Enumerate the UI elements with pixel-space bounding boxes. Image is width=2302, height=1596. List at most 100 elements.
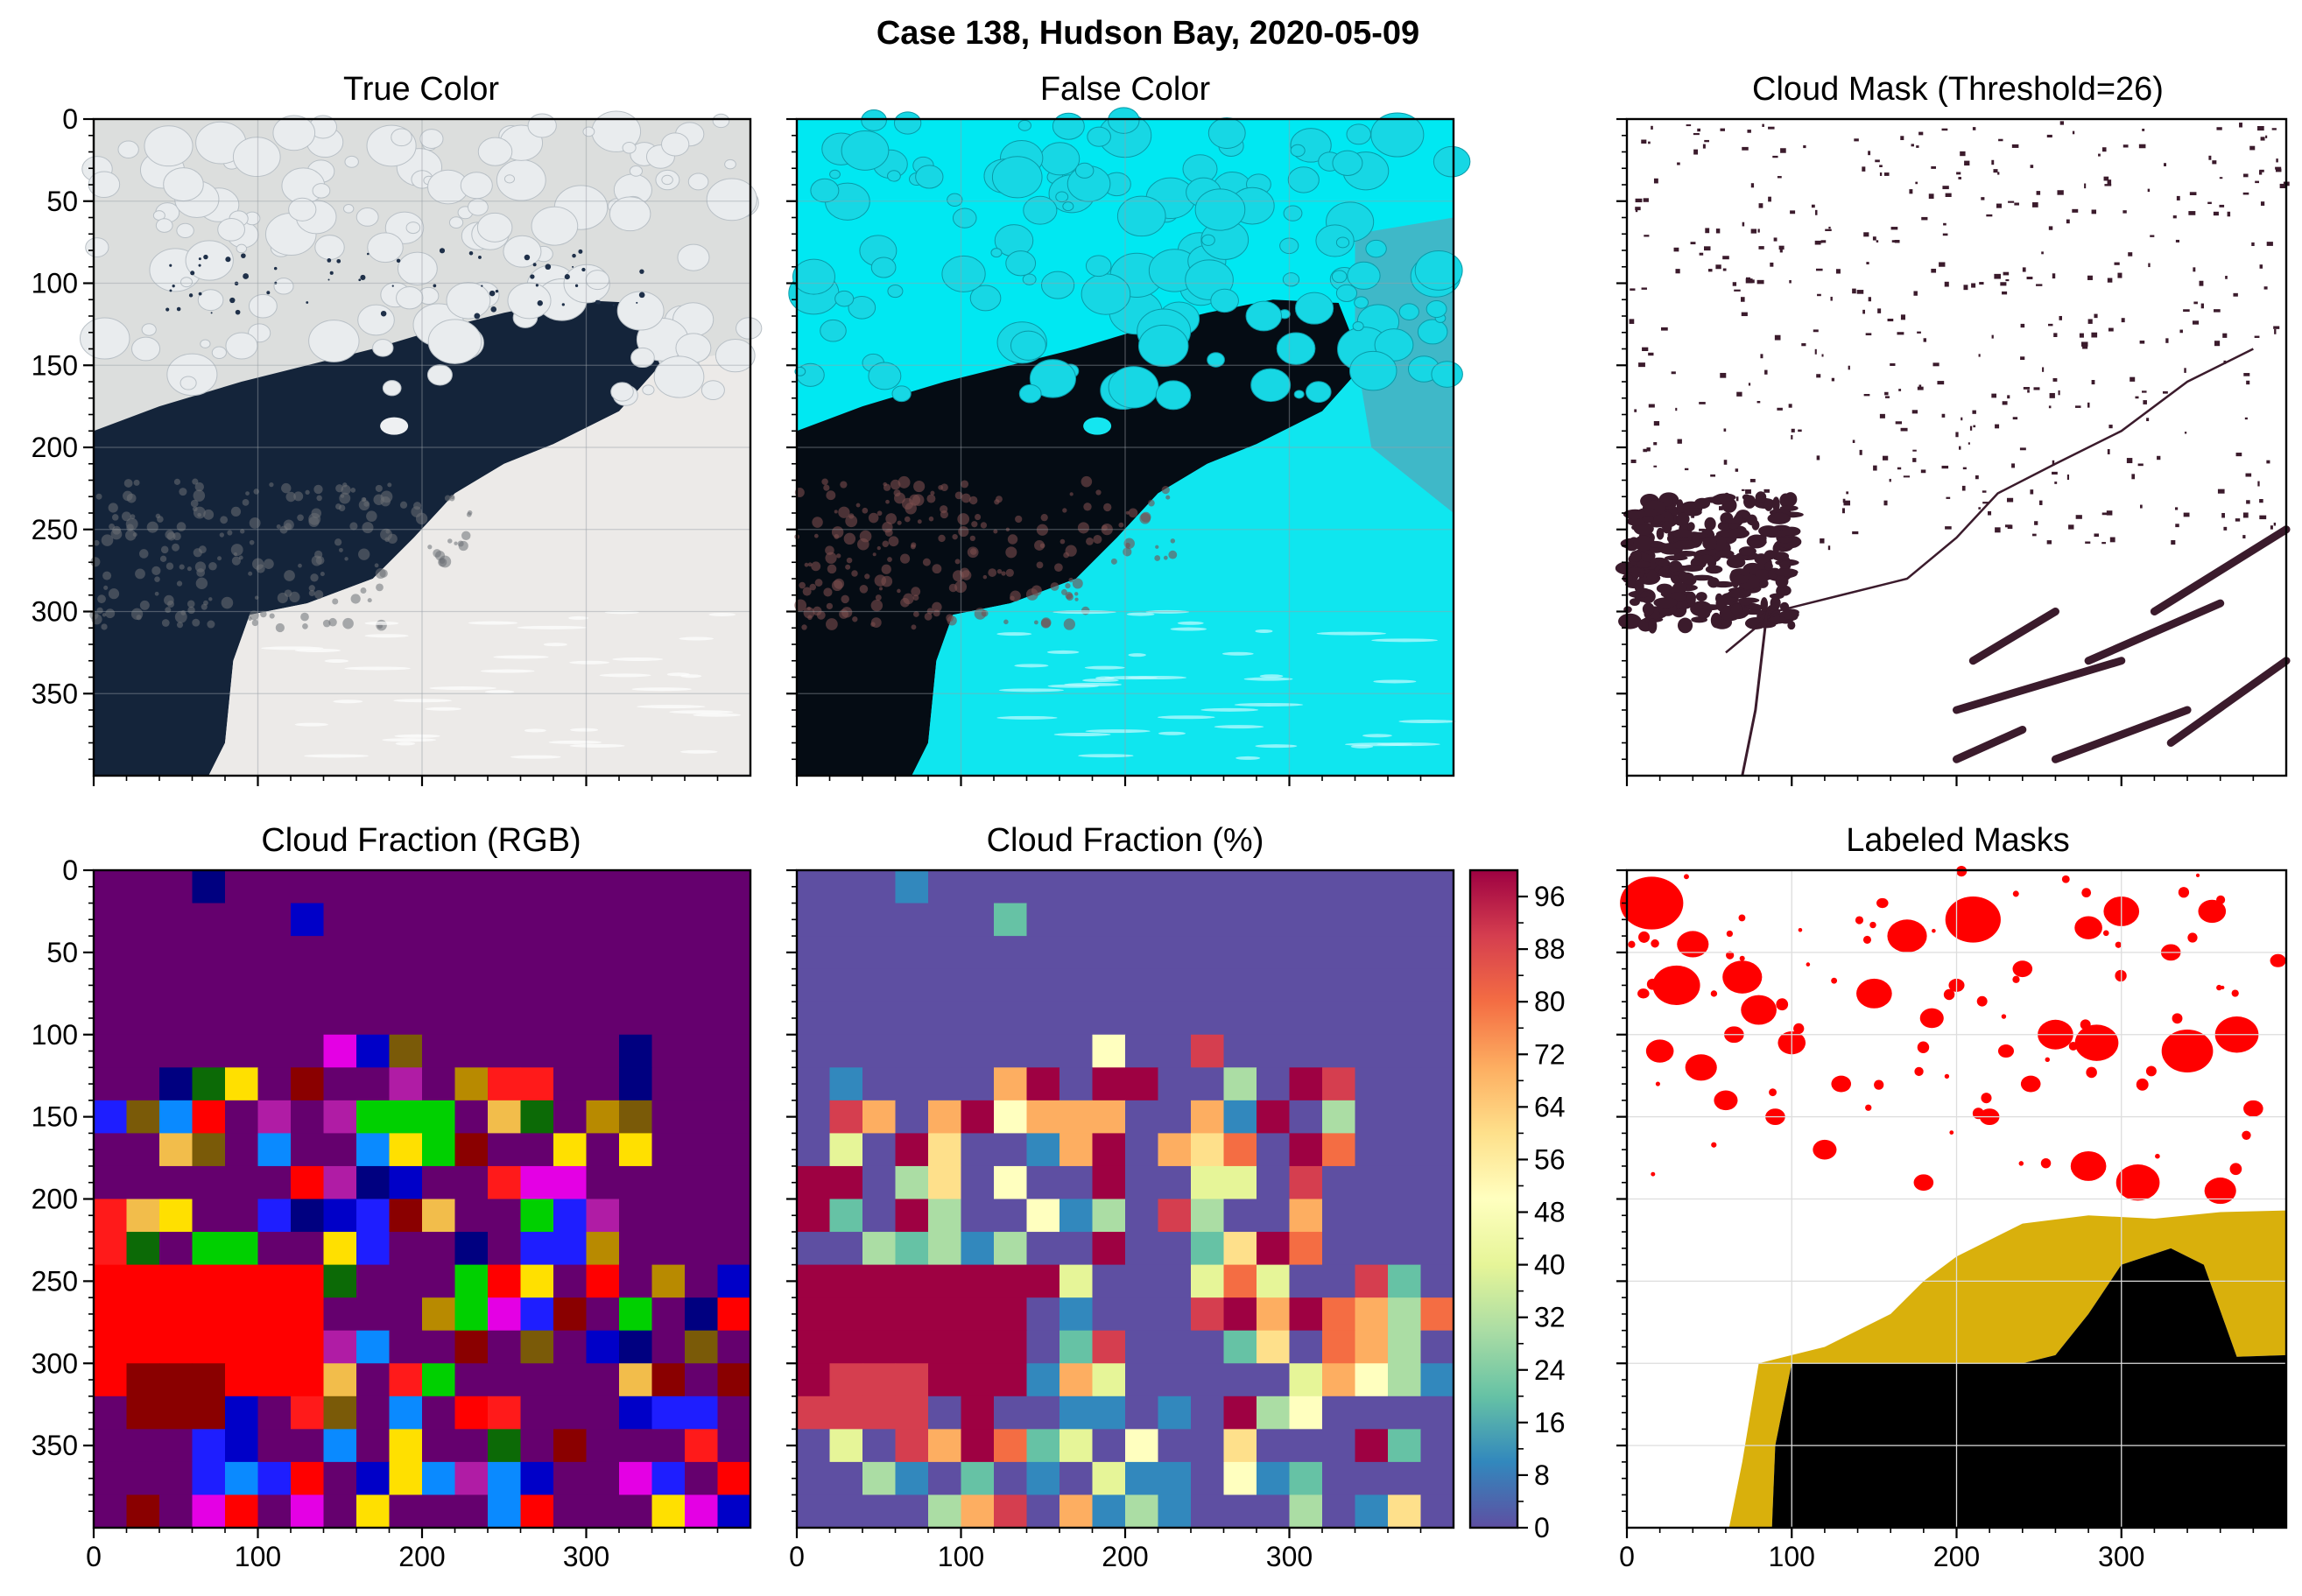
heat-cell — [356, 968, 391, 1002]
cloud-cell — [203, 509, 215, 520]
heat-cell — [619, 1461, 653, 1496]
heat-cell — [192, 1199, 226, 1233]
cloud-cell — [297, 514, 304, 522]
cloud-cell — [1068, 577, 1074, 583]
heat-cell — [1223, 1165, 1257, 1200]
heat-cell — [586, 903, 620, 937]
ice-floe — [706, 178, 757, 221]
heat-cell — [1257, 1165, 1291, 1200]
heat-cell — [257, 1264, 292, 1298]
panel-title-cloud-fraction-pct: Cloud Fraction (%) — [987, 822, 1264, 859]
heat-cell — [1355, 870, 1389, 904]
cloud-cell — [254, 595, 259, 600]
heat-cell — [1257, 936, 1291, 970]
cloud-cell — [315, 556, 325, 565]
colorbar-tick-label: 80 — [1534, 986, 1566, 1017]
mask-speck — [1879, 413, 1885, 418]
heat-cell — [928, 1429, 962, 1463]
heat-cell — [1322, 903, 1356, 937]
cloud-streak — [364, 634, 409, 638]
heat-cell — [553, 1461, 588, 1496]
mask-speck — [1641, 287, 1647, 290]
heat-cell — [323, 1199, 357, 1233]
ice-floe-mask — [2080, 1019, 2091, 1030]
mask-blob — [1618, 613, 1642, 629]
heat-cell — [454, 1067, 489, 1101]
heat-cell — [994, 1461, 1028, 1496]
mask-speck — [1801, 343, 1806, 347]
heat-cell — [553, 1165, 588, 1200]
heat-cell — [1158, 1199, 1192, 1233]
heat-cell — [717, 1330, 751, 1364]
ice-floe — [810, 178, 840, 203]
mask-speck — [1991, 159, 1995, 165]
cloud-cell — [249, 610, 259, 621]
heat-cell — [895, 1100, 929, 1134]
heat-cell — [717, 1067, 751, 1101]
ice-floe — [582, 126, 595, 137]
cloud-cell — [123, 479, 133, 488]
heat-cell — [1191, 1165, 1225, 1200]
ice-floe-mask — [2102, 930, 2109, 937]
mask-speck — [2032, 202, 2038, 207]
cloud-streak — [1243, 677, 1293, 681]
mask-blob — [1787, 621, 1796, 630]
cloud-cell — [882, 540, 890, 548]
heat-cell — [488, 1494, 522, 1529]
mask-speck — [2193, 301, 2198, 305]
ice-floe-mask — [1655, 1081, 1660, 1086]
mask-blob — [1774, 568, 1799, 577]
cloud-cell — [380, 496, 391, 507]
mask-speck — [1993, 169, 1998, 173]
mask-speck — [2053, 333, 2058, 337]
heat-cell — [586, 1232, 620, 1266]
mask-speck — [1884, 391, 1889, 396]
mask-speck — [1820, 240, 1827, 243]
mask-blob — [1646, 569, 1658, 585]
cloud-cell — [893, 489, 901, 497]
mask-speck — [1788, 404, 1792, 408]
y-tick-label: 350 — [32, 678, 78, 709]
ice-floe — [1352, 321, 1364, 332]
cloud-cell — [1010, 590, 1021, 602]
heat-cell — [422, 1067, 456, 1101]
mask-speck — [1653, 178, 1658, 184]
mask-speck — [1722, 268, 1727, 271]
heat-cell — [1388, 1232, 1422, 1266]
cloud-cell — [922, 558, 931, 566]
cloud-cell — [961, 480, 969, 489]
mask-blob — [1782, 526, 1801, 537]
cloud-cell — [338, 547, 343, 552]
cloud-cell — [103, 585, 109, 590]
heat-cell — [257, 1002, 292, 1036]
cloud-cell — [809, 583, 817, 591]
mask-speck — [1736, 391, 1742, 397]
mask-speck — [2052, 471, 2058, 475]
mask-speck — [2101, 147, 2107, 152]
heat-cell — [586, 1199, 620, 1233]
mask-speck — [1750, 183, 1755, 188]
cloud-cell — [335, 484, 344, 493]
heat-cell — [356, 936, 391, 970]
heat-cell — [797, 936, 831, 970]
heat-cell — [1026, 1232, 1060, 1266]
heat-cell — [829, 903, 863, 937]
cloud-cell — [846, 557, 853, 564]
heat-cell — [1223, 903, 1257, 937]
ice-floe — [312, 183, 331, 199]
cloud-cell — [1165, 495, 1171, 500]
heat-cell — [422, 1461, 456, 1496]
cloud-cell — [883, 482, 888, 487]
heat-cell — [257, 1232, 292, 1266]
cloud-streak — [693, 713, 741, 717]
heat-cell — [862, 968, 897, 1002]
heat-cell — [1191, 1461, 1225, 1496]
cloud-streak — [679, 749, 718, 754]
mask-speck — [1975, 475, 1979, 480]
cloud-streak — [669, 710, 734, 714]
cloud-streak — [1084, 665, 1125, 670]
cloud-cell — [269, 613, 275, 619]
heat-cell — [895, 1067, 929, 1101]
mask-speck — [2084, 183, 2087, 189]
cloud-cell — [924, 612, 933, 621]
